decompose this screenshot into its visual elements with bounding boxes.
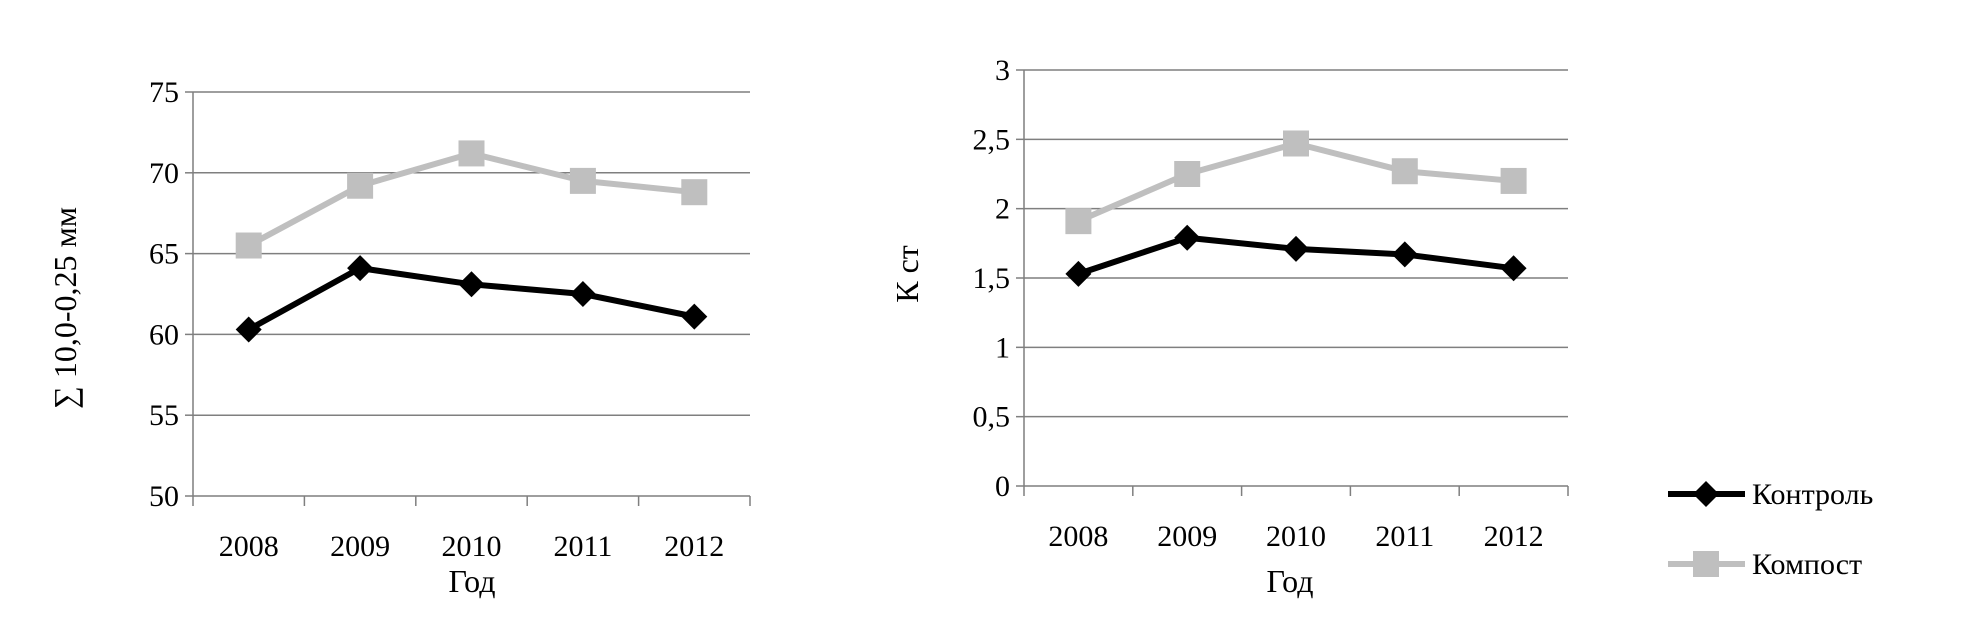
y-tick-label: 75 [149,76,179,109]
data-point-compost [1391,158,1418,185]
chart-structure-coefficient: К ст Год 0 0,5 1 1,5 2 2,5 3 2008 2009 2010 2011 20… [889,54,1569,599]
data-point-control [1065,260,1092,287]
y-axis-label: ∑ 10,0-0,25 мм [47,207,83,409]
y-tick-label: 1,5 [973,262,1011,295]
y-tick-label: 65 [149,238,179,271]
y-tick-label: 0,5 [973,401,1011,434]
chart-aggregate-sum: ∑ 10,0-0,25 мм Год 50 55 60 65 70 75 2008 2009 2… [47,76,751,599]
y-tick-label: 2,5 [973,123,1011,156]
legend-item-control: Контроль [1668,478,1873,511]
x-tick-label: 2010 [442,530,502,563]
data-point-compost [1065,208,1092,235]
x-tick-label: 2010 [1266,520,1326,553]
x-tick-label: 2009 [330,530,390,563]
data-point-compost [1174,161,1201,187]
data-point-compost [458,140,485,167]
y-tick-label: 0 [995,470,1010,503]
x-tick-label: 2012 [664,530,724,563]
diamond-icon [1693,481,1719,507]
y-tick-label: 3 [995,54,1010,87]
square-icon [1693,551,1719,577]
x-tick-label: 2012 [1484,520,1544,553]
data-point-compost [569,167,596,194]
data-point-compost [681,179,708,206]
legend-item-compost: Компост [1668,548,1862,581]
data-point-control [235,316,262,343]
data-point-control [1500,255,1527,282]
series-line-compost [247,150,695,249]
legend: Контроль Компост [1668,478,1873,581]
legend-label: Компост [1752,548,1862,581]
data-point-control [569,281,596,307]
y-tick-label: 60 [149,318,179,351]
data-point-compost [1283,130,1309,157]
x-tick-label: 2008 [1048,520,1108,553]
data-point-control [347,255,374,282]
y-tick-label: 70 [149,157,179,190]
x-axis-label: Год [448,563,495,599]
data-point-control [1283,235,1309,262]
data-point-compost [235,232,262,259]
x-tick-label: 2008 [219,530,279,563]
data-point-control [458,271,485,298]
y-tick-label: 55 [149,399,179,432]
data-point-control [681,303,708,330]
legend-label: Контроль [1752,478,1873,511]
data-point-control [1174,224,1201,251]
data-point-compost [1500,167,1527,194]
y-tick-label: 2 [995,193,1010,226]
y-tick-label: 1 [995,331,1010,364]
data-point-compost [347,172,374,199]
x-tick-label: 2009 [1157,520,1217,553]
data-point-control [1391,241,1418,268]
y-tick-label: 50 [149,480,179,513]
x-tick-label: 2011 [553,530,612,563]
y-axis-label: К ст [889,245,925,303]
x-axis-label: Год [1266,563,1313,599]
x-tick-label: 2011 [1375,520,1434,553]
